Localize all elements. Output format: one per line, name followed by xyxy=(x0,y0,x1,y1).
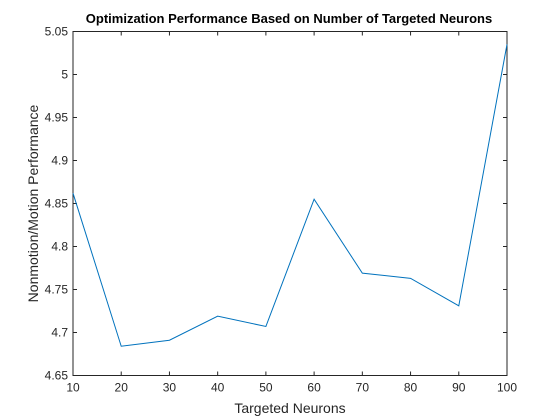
chart-title: Optimization Performance Based on Number… xyxy=(86,11,492,26)
y-tick-label: 4.8 xyxy=(51,240,68,254)
x-tick-label: 80 xyxy=(404,381,418,395)
x-tick-label: 70 xyxy=(356,381,370,395)
plot-axes: 10 20 30 40 50 60 70 80 90 100 4.65 4.7 4.75 4.8 4.85… xyxy=(45,25,518,395)
x-axis: 10 20 30 40 50 60 70 80 90 100 xyxy=(66,31,517,395)
x-tick-label: 100 xyxy=(497,381,517,395)
x-tick-label: 30 xyxy=(163,381,177,395)
x-tick-label: 60 xyxy=(307,381,321,395)
plot-frame xyxy=(72,31,508,376)
x-tick-label: 90 xyxy=(452,381,466,395)
x-tick-label: 20 xyxy=(115,381,129,395)
y-tick-label: 4.65 xyxy=(45,369,69,383)
series-line xyxy=(72,44,508,347)
y-tick-label: 5 xyxy=(61,68,68,82)
y-axis-label: Nonmotion/Motion Performance xyxy=(25,104,41,302)
y-axis: 4.65 4.7 4.75 4.8 4.85 4.9 4.95 5 5.05 xyxy=(45,25,507,383)
x-tick-label: 50 xyxy=(259,381,273,395)
x-tick-label: 40 xyxy=(211,381,225,395)
x-axis-label: Targeted Neurons xyxy=(234,400,345,416)
x-tick-label: 10 xyxy=(66,381,80,395)
y-tick-label: 4.9 xyxy=(51,154,68,168)
y-tick-label: 4.95 xyxy=(45,111,69,125)
y-tick-label: 4.7 xyxy=(51,326,68,340)
y-tick-label: 5.05 xyxy=(45,25,69,39)
data-points xyxy=(73,44,507,346)
y-tick-label: 4.75 xyxy=(45,283,69,297)
y-tick-label: 4.85 xyxy=(45,197,69,211)
